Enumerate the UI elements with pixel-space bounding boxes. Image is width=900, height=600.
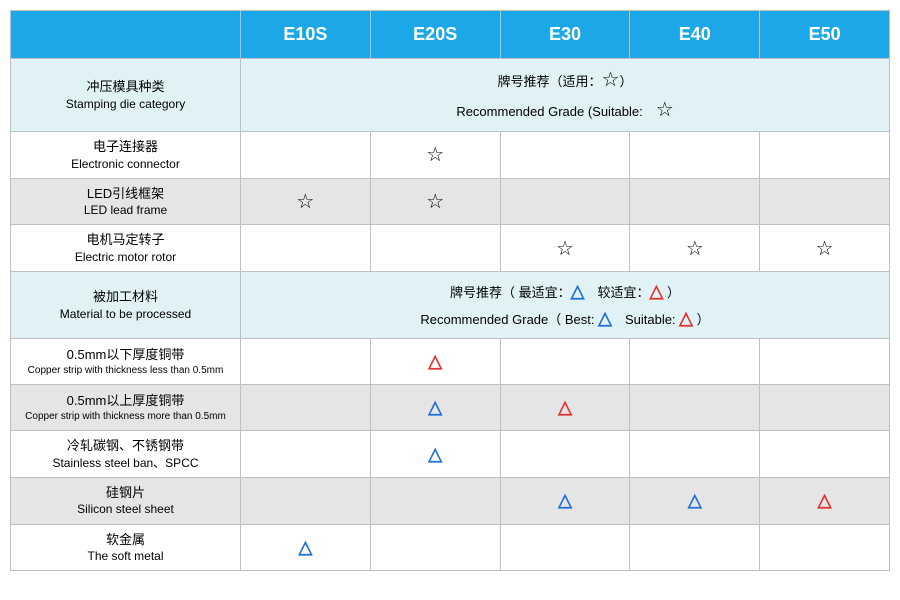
triangle-blue-icon: △ xyxy=(428,444,442,464)
cell xyxy=(760,339,890,385)
cell xyxy=(500,524,630,571)
table-row: 电子连接器Electronic connector ☆ xyxy=(11,132,890,179)
cell: ☆ xyxy=(760,225,890,272)
star-icon: ☆ xyxy=(686,238,704,260)
section-legend: 牌号推荐（适用：☆）Recommended Grade (Suitable: ☆ xyxy=(241,59,890,132)
grade-table: E10S E20S E30 E40 E50 冲压模具种类Stamping die… xyxy=(10,10,890,571)
header-col: E40 xyxy=(630,11,760,59)
table-row: 0.5mm以下厚度铜带Copper strip with thickness l… xyxy=(11,339,890,385)
header-col: E10S xyxy=(241,11,371,59)
table-row: 0.5mm以上厚度铜带Copper strip with thickness m… xyxy=(11,385,890,431)
section-row: 冲压模具种类Stamping die category牌号推荐（适用：☆）Rec… xyxy=(11,59,890,132)
cell xyxy=(760,431,890,478)
cell: △ xyxy=(500,385,630,431)
cell xyxy=(241,132,371,179)
table-row: 硅钢片Silicon steel sheet △ △ △ xyxy=(11,477,890,524)
cell: ☆ xyxy=(241,178,371,225)
cell xyxy=(630,385,760,431)
cell xyxy=(500,431,630,478)
table-row: 软金属The soft metal △ xyxy=(11,524,890,571)
cell: △ xyxy=(760,477,890,524)
section-label: 被加工材料Material to be processed xyxy=(11,272,241,339)
triangle-red-icon: △ xyxy=(558,397,572,417)
cell xyxy=(241,477,371,524)
cell xyxy=(241,339,371,385)
cell xyxy=(241,431,371,478)
cell xyxy=(370,524,500,571)
cell xyxy=(760,178,890,225)
table-header: E10S E20S E30 E40 E50 xyxy=(11,11,890,59)
cell xyxy=(630,431,760,478)
cell xyxy=(760,385,890,431)
star-icon: ☆ xyxy=(426,144,444,166)
header-col: E20S xyxy=(370,11,500,59)
cell xyxy=(241,385,371,431)
triangle-red-icon: △ xyxy=(428,351,442,371)
header-blank xyxy=(11,11,241,59)
header-col: E30 xyxy=(500,11,630,59)
triangle-blue-icon: △ xyxy=(298,537,312,557)
cell: ☆ xyxy=(630,225,760,272)
row-label: 0.5mm以下厚度铜带Copper strip with thickness l… xyxy=(11,339,241,385)
star-icon: ☆ xyxy=(426,191,444,213)
star-icon: ☆ xyxy=(296,191,314,213)
section-label: 冲压模具种类Stamping die category xyxy=(11,59,241,132)
triangle-blue-icon: △ xyxy=(558,490,572,510)
cell xyxy=(630,524,760,571)
row-label: 软金属The soft metal xyxy=(11,524,241,571)
header-col: E50 xyxy=(760,11,890,59)
row-label: 电机马定转子Electric motor rotor xyxy=(11,225,241,272)
cell: ☆ xyxy=(370,132,500,179)
cell: △ xyxy=(241,524,371,571)
cell: ☆ xyxy=(370,178,500,225)
cell xyxy=(500,178,630,225)
cell xyxy=(760,524,890,571)
cell xyxy=(370,477,500,524)
cell: △ xyxy=(630,477,760,524)
row-label: LED引线框架LED lead frame xyxy=(11,178,241,225)
section-legend: 牌号推荐（ 最适宜：△ 较适宜：△ ）Recommended Grade（ Be… xyxy=(241,272,890,339)
cell: △ xyxy=(370,339,500,385)
cell xyxy=(630,178,760,225)
table-row: 电机马定转子Electric motor rotor ☆ ☆ ☆ xyxy=(11,225,890,272)
triangle-blue-icon: △ xyxy=(428,397,442,417)
cell: △ xyxy=(370,385,500,431)
cell xyxy=(241,225,371,272)
cell xyxy=(630,339,760,385)
cell: ☆ xyxy=(500,225,630,272)
cell: △ xyxy=(370,431,500,478)
table-body: 冲压模具种类Stamping die category牌号推荐（适用：☆）Rec… xyxy=(11,59,890,571)
section-row: 被加工材料Material to be processed牌号推荐（ 最适宜：△… xyxy=(11,272,890,339)
star-icon: ☆ xyxy=(816,238,834,260)
table-row: 冷轧碳钢、不锈钢带Stainless steel ban、SPCC △ xyxy=(11,431,890,478)
row-label: 硅钢片Silicon steel sheet xyxy=(11,477,241,524)
row-label: 电子连接器Electronic connector xyxy=(11,132,241,179)
cell xyxy=(500,339,630,385)
cell xyxy=(760,132,890,179)
triangle-red-icon: △ xyxy=(818,490,832,510)
triangle-blue-icon: △ xyxy=(688,490,702,510)
table-row: LED引线框架LED lead frame ☆ ☆ xyxy=(11,178,890,225)
cell xyxy=(630,132,760,179)
cell xyxy=(500,132,630,179)
row-label: 0.5mm以上厚度铜带Copper strip with thickness m… xyxy=(11,385,241,431)
star-icon: ☆ xyxy=(556,238,574,260)
cell: △ xyxy=(500,477,630,524)
cell xyxy=(370,225,500,272)
row-label: 冷轧碳钢、不锈钢带Stainless steel ban、SPCC xyxy=(11,431,241,478)
